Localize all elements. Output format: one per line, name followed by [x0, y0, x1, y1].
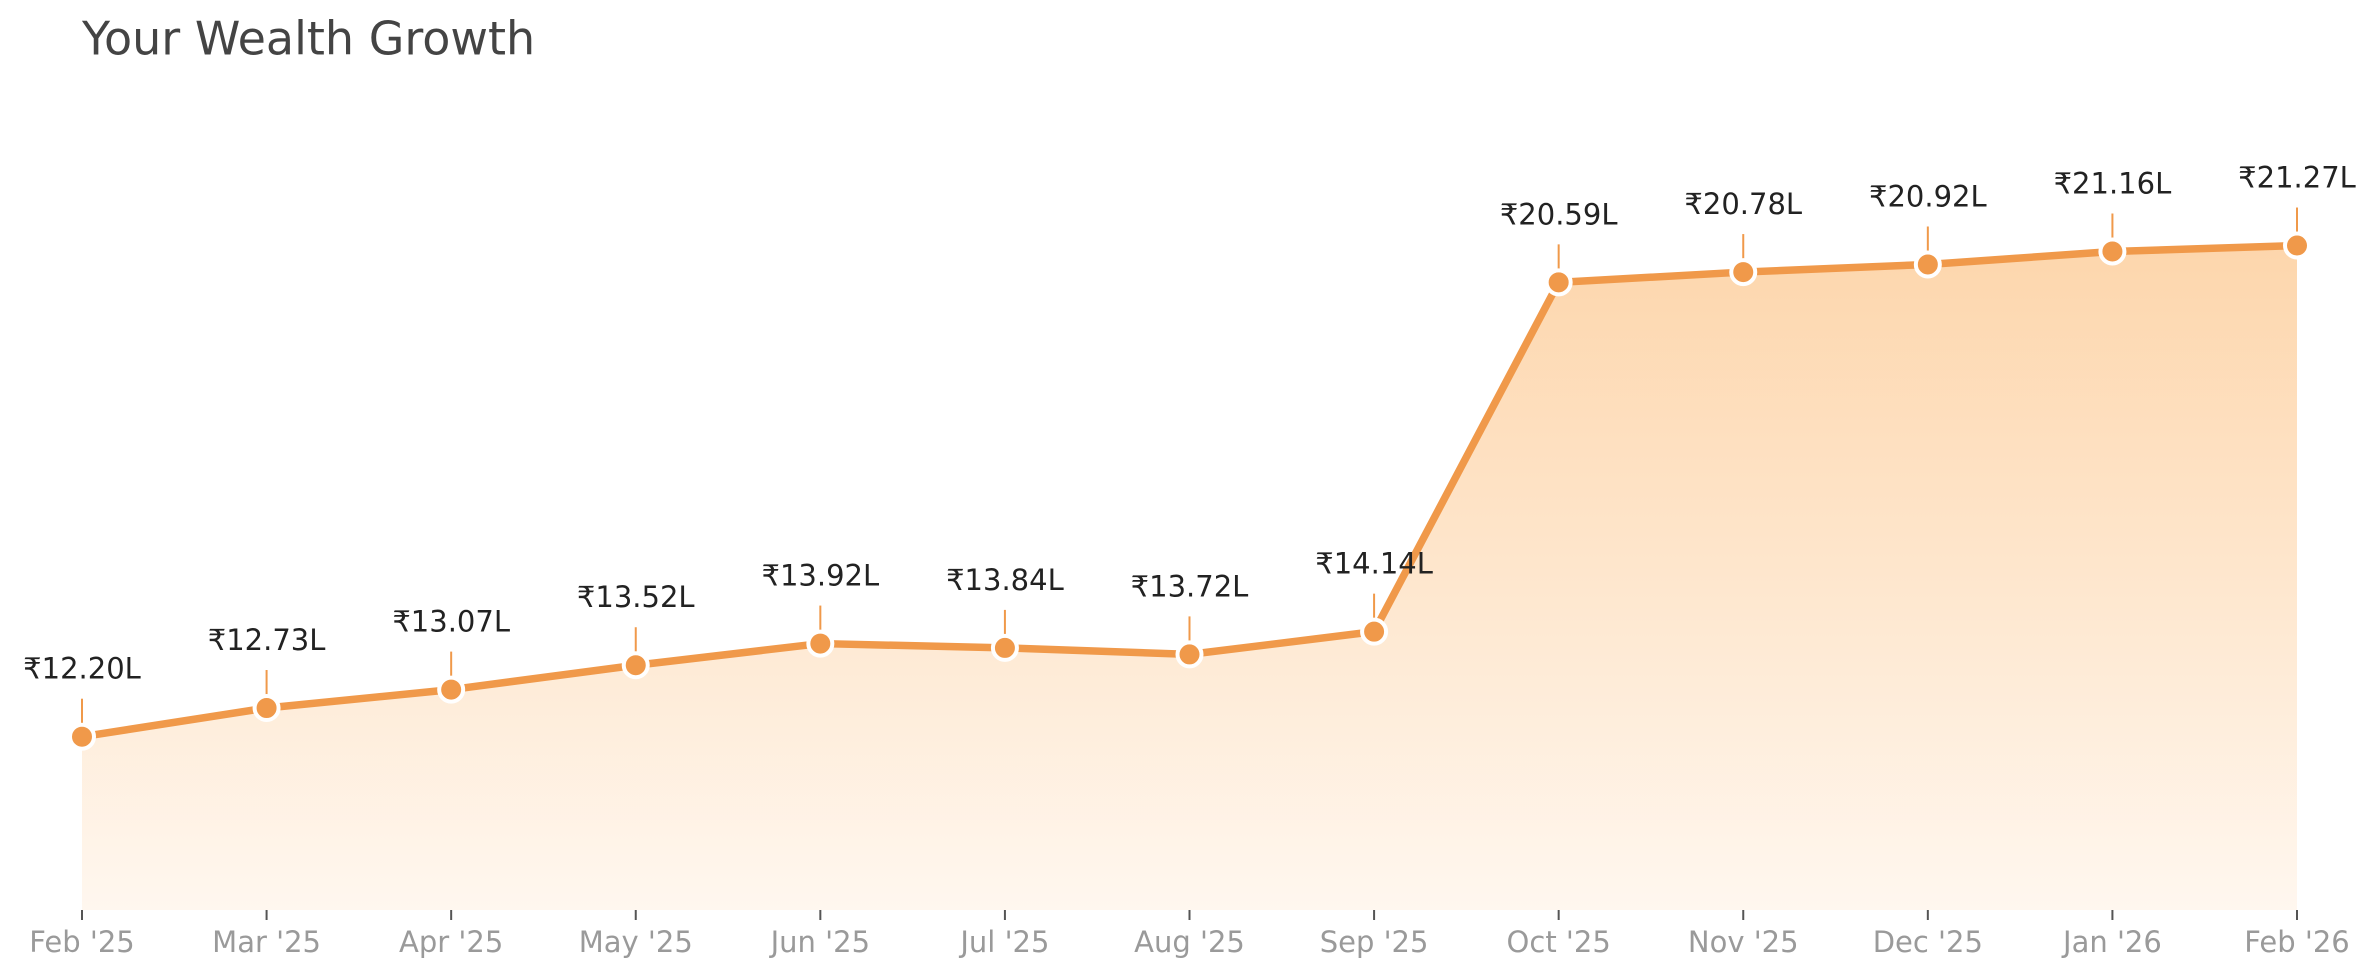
x-tick-label: Feb '25 [29, 925, 134, 959]
x-tick-label: Feb '26 [2244, 925, 2349, 959]
value-label: ₹20.92L [1869, 179, 1987, 213]
value-label: ₹12.73L [208, 623, 326, 657]
point [1360, 617, 1389, 646]
x-tick-label: Jul '25 [958, 925, 1049, 959]
value-label: ₹13.52L [577, 580, 695, 614]
value-label: ₹13.07L [392, 605, 510, 639]
value-label: ₹13.92L [762, 559, 880, 593]
value-label: ₹20.78L [1684, 187, 1802, 221]
x-tick-label: Sep '25 [1320, 925, 1429, 959]
chart-title: Your Wealth Growth [81, 12, 535, 66]
point [621, 651, 650, 680]
point [252, 694, 281, 723]
point [437, 675, 466, 704]
x-tick-label: Jan '26 [2061, 925, 2162, 959]
point [1913, 250, 1942, 279]
point [990, 633, 1019, 662]
value-label: ₹21.16L [2054, 166, 2172, 200]
point [2283, 231, 2311, 260]
point [1729, 258, 1758, 287]
value-label: ₹20.59L [1500, 197, 1618, 231]
x-tick-label: Oct '25 [1507, 925, 1611, 959]
x-tick-label: Jun '25 [769, 925, 870, 959]
x-tick-label: Nov '25 [1688, 925, 1799, 959]
point [68, 722, 96, 751]
point [1544, 268, 1573, 297]
point [2098, 237, 2127, 266]
area [82, 245, 2297, 911]
x-tick-label: Dec '25 [1873, 925, 1983, 959]
point [1175, 640, 1204, 669]
value-label: ₹12.20L [23, 652, 141, 686]
value-label: ₹14.14L [1315, 547, 1433, 581]
x-tick-label: Apr '25 [399, 925, 503, 959]
point [806, 629, 835, 658]
value-label: ₹21.27L [2238, 161, 2356, 195]
value-label: ₹13.72L [1131, 569, 1249, 603]
x-tick-label: Mar '25 [212, 925, 321, 959]
value-label: ₹13.84L [946, 563, 1064, 597]
x-tick-label: May '25 [579, 925, 693, 959]
x-tick-label: Aug '25 [1134, 925, 1245, 959]
